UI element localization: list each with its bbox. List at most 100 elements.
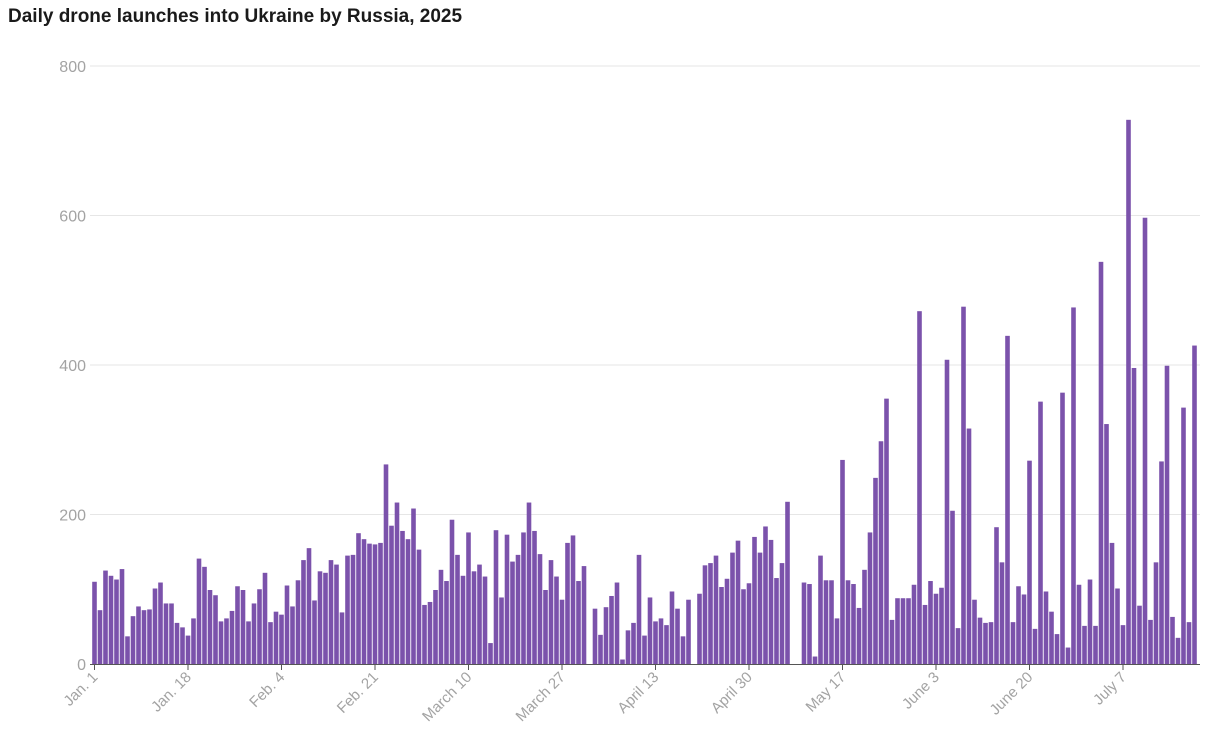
bar [592,608,598,664]
bar [389,525,394,664]
bar [169,603,174,664]
bar [510,561,515,664]
bar [240,590,246,664]
bar [1043,591,1049,664]
bar [229,610,235,664]
bar [856,607,862,664]
bar [1082,625,1087,664]
bar [900,598,906,664]
bar [917,311,922,664]
bar [273,611,279,664]
bar [636,554,642,664]
bar [1120,625,1126,664]
bar [526,502,532,664]
bar [625,630,631,664]
bar [92,581,97,664]
bar [97,610,103,664]
bar [658,618,664,664]
bar [185,635,191,664]
bar [823,580,829,664]
bar [576,581,581,664]
bar [345,555,350,664]
bar [235,586,240,664]
bar [455,554,460,664]
bar [180,627,185,664]
bar [466,532,471,664]
bar [1038,401,1043,664]
bar [950,510,955,664]
bar [559,599,565,664]
bar [1071,307,1076,664]
bar [163,603,169,664]
bar [961,306,966,664]
bar [422,604,427,664]
bar [1093,625,1098,664]
bar [757,552,763,664]
bar [202,566,207,664]
x-tick-label: Feb. 4 [246,669,288,711]
bar [416,549,422,664]
bar [609,595,614,664]
bar [290,606,295,664]
bar [350,554,356,664]
x-axis: Jan. 1 Jan. 18 Feb. 4 Feb. 21 March 10 March … [60,664,1200,725]
bar [554,576,559,664]
bar [878,441,884,664]
bar [697,593,702,664]
bar [537,554,543,664]
bar [108,575,114,664]
bar [1027,460,1032,664]
bar [933,593,939,664]
bar [939,587,944,664]
bar [548,560,554,664]
bar [257,589,262,664]
bar [477,564,482,664]
bar [702,565,708,664]
bar [361,539,367,664]
bar [130,616,136,664]
x-tick-label: April 30 [708,669,756,717]
bar [328,560,334,664]
bar [367,543,372,664]
bar [675,608,680,664]
bar [1181,407,1186,664]
bar [752,536,757,664]
bar [394,502,400,664]
bar [460,575,466,664]
bar [642,635,647,664]
bar [532,530,537,664]
bar [647,597,653,664]
bar [147,609,152,664]
bar [724,578,730,664]
bar [785,501,790,664]
bar [152,588,158,664]
bar [1087,579,1093,664]
bar [196,558,202,664]
bar [136,606,141,664]
bar [966,428,972,664]
y-tick-label: 0 [77,657,86,674]
bar [664,625,669,664]
bar [922,604,928,664]
bar [312,600,317,664]
x-tick-label: March 10 [419,669,475,725]
bar [262,572,268,664]
x-tick-label: March 27 [513,669,569,725]
bar [438,569,444,664]
bar [565,542,570,664]
bar [895,598,900,664]
bar [911,584,917,664]
bar [339,612,345,664]
bar [741,589,746,664]
bar [213,595,218,664]
bar [1016,586,1021,664]
bar [713,555,719,664]
y-tick-label: 400 [59,358,86,375]
bar [141,610,147,664]
bar [246,621,251,664]
bar [851,584,856,664]
bar [449,519,455,664]
bar [598,634,603,664]
bar [1159,461,1164,664]
